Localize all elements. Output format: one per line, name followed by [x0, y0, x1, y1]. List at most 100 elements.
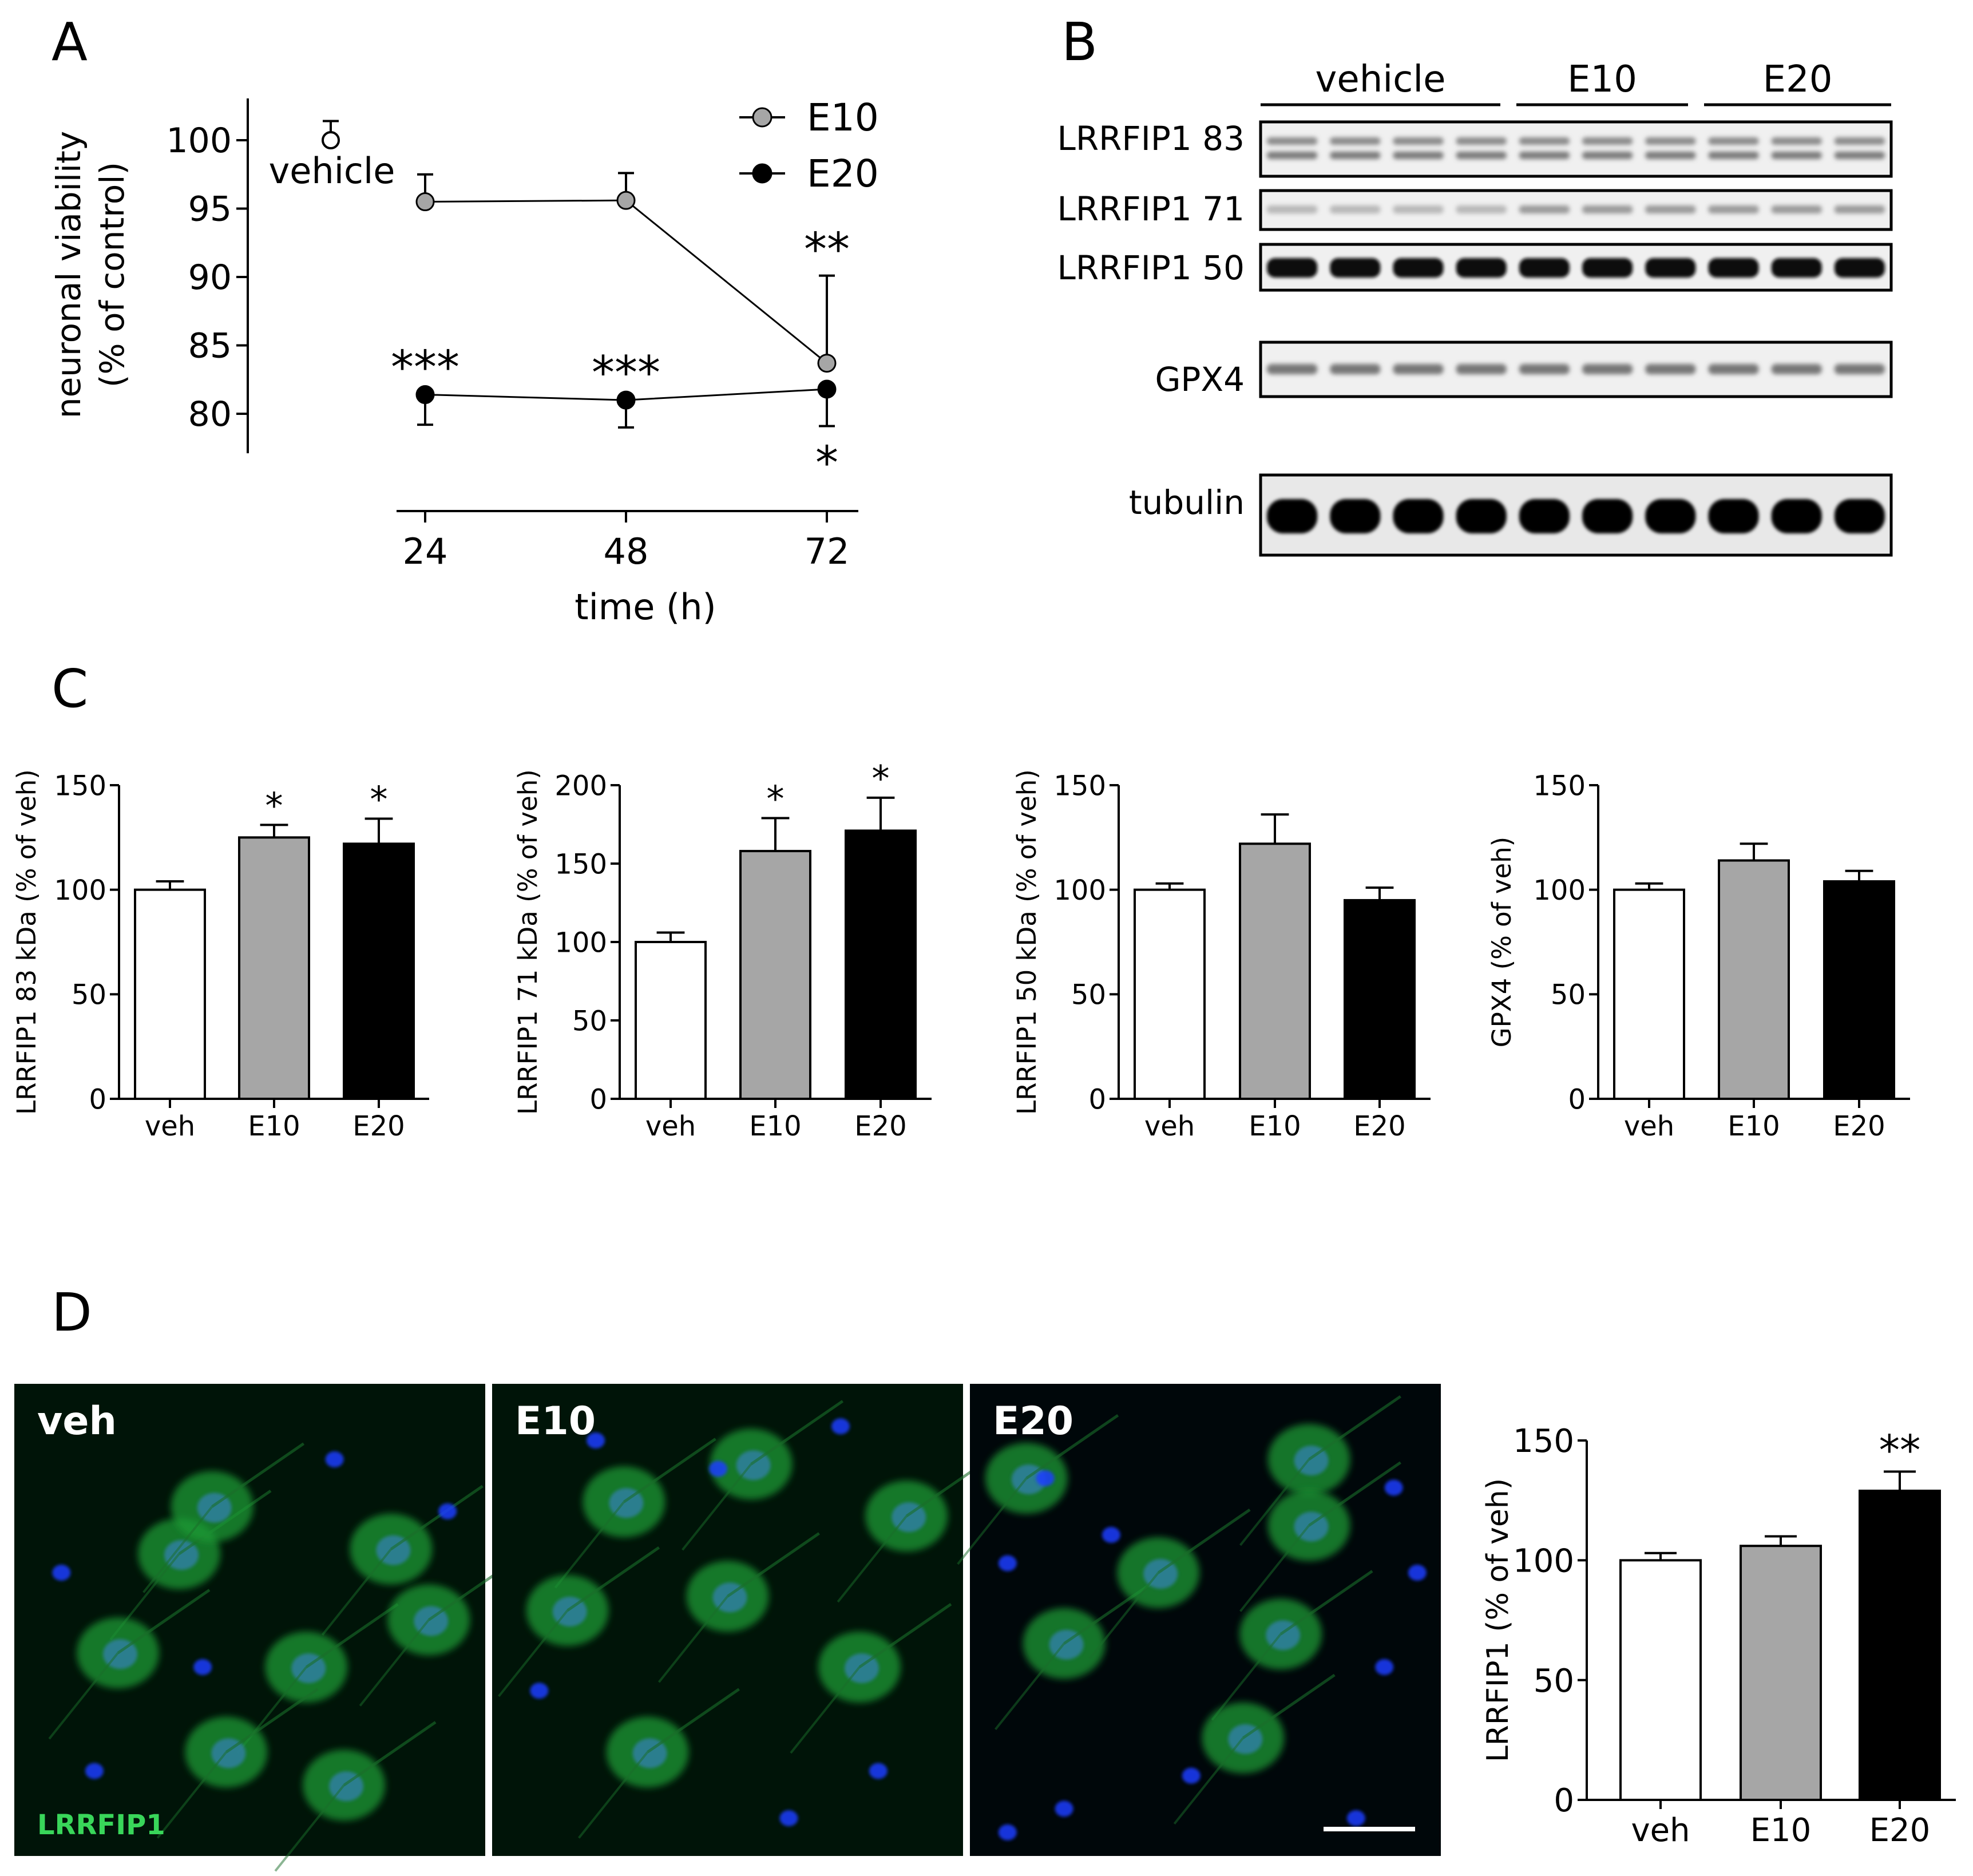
- nucleus-dapi: [1384, 1479, 1403, 1496]
- blot-band: [1519, 499, 1570, 533]
- blot-band: [1771, 258, 1822, 278]
- neurite: [1025, 1414, 1119, 1480]
- blot-band: [1330, 499, 1381, 533]
- blot-band: [1456, 152, 1507, 159]
- blot-band: [1267, 152, 1318, 159]
- panel-letter-a: A: [51, 11, 88, 73]
- x-tick-label: E10: [749, 1110, 801, 1142]
- significance-marker: *: [265, 785, 283, 826]
- panel-letter-b: B: [1061, 11, 1098, 73]
- blot-band: [1330, 258, 1381, 278]
- lrrfip1-50-bar-chart: 0 50 100 150 veh E10 E20 LRRFIP1 50 kDa (% of v…: [1012, 769, 1431, 1142]
- blot-band: [1519, 205, 1570, 213]
- blot-band: [1393, 364, 1444, 374]
- viability-y-axis-label-line1: neuronal viability: [49, 131, 88, 418]
- neurite: [623, 1438, 716, 1503]
- viability-marks: ***** ****: [322, 120, 850, 490]
- blot-band: [1771, 499, 1822, 533]
- blot-band: [1834, 364, 1885, 374]
- neurite: [1088, 1572, 1159, 1660]
- bar-e10: [1740, 1545, 1822, 1802]
- nucleus-dapi: [869, 1763, 888, 1779]
- neurite: [274, 1784, 345, 1872]
- viability-y-tick-label: 90: [188, 258, 232, 298]
- bar-veh: [1613, 888, 1685, 1100]
- blot-band: [1834, 137, 1885, 145]
- y-tick-label: 150: [554, 848, 607, 880]
- blot-band: [1771, 364, 1822, 374]
- nucleus-dapi: [1055, 1800, 1073, 1817]
- blot-band: [1330, 364, 1381, 374]
- bar-veh: [134, 888, 206, 1100]
- blot-band: [1519, 152, 1570, 159]
- nucleus-dapi: [85, 1763, 104, 1779]
- significance-marker: *: [370, 778, 387, 820]
- viability-x-tick-label: 48: [604, 531, 649, 572]
- y-axis-label: LRRFIP1 (% of veh): [1481, 1478, 1515, 1762]
- blot-band: [1267, 499, 1318, 533]
- blot-band: [1393, 258, 1444, 278]
- panel-letter-c: C: [51, 658, 88, 719]
- y-tick-label: 0: [1554, 1782, 1574, 1819]
- bar-veh: [1619, 1559, 1702, 1801]
- blot-band: [1582, 499, 1633, 533]
- blot-band: [1582, 137, 1633, 145]
- neurite: [790, 1666, 861, 1754]
- x-tick-label: E20: [1353, 1110, 1405, 1142]
- bar-e20: [1859, 1489, 1941, 1801]
- blot-band: [1771, 205, 1822, 213]
- blot-row-label: tubulin: [1129, 483, 1245, 522]
- viability-y-axis-label-line2: (% of control): [93, 162, 132, 387]
- y-tick-label: 50: [1071, 979, 1106, 1011]
- y-tick-label: 100: [1513, 1542, 1574, 1580]
- micrograph-label: veh: [37, 1399, 117, 1444]
- x-tick-label: veh: [1144, 1110, 1195, 1142]
- blot-band: [1519, 137, 1570, 145]
- y-tick-label: 50: [1551, 979, 1586, 1011]
- micrograph-panels: veh LRRFIP1 E10 E20: [14, 1384, 1441, 1872]
- neurite: [1157, 1508, 1251, 1574]
- y-tick-label: 0: [1088, 1083, 1106, 1115]
- nucleus-dapi: [831, 1418, 850, 1435]
- y-axis-label: LRRFIP1 71 kDa (% of veh): [513, 769, 543, 1115]
- x-tick-label: E20: [1869, 1812, 1931, 1849]
- bar-e10: [739, 850, 811, 1100]
- blot-band: [1330, 152, 1381, 159]
- nucleus-dapi: [1408, 1565, 1427, 1581]
- e20-data-point: [415, 385, 435, 405]
- e20-data-point: [817, 379, 837, 399]
- blot-band: [1645, 205, 1696, 213]
- blot-band: [1267, 205, 1318, 213]
- panel-letter-d: D: [51, 1282, 92, 1343]
- bar-e10: [238, 836, 310, 1101]
- micrograph-e20: E20: [957, 1384, 1441, 1856]
- blot-band: [1267, 258, 1318, 278]
- y-tick-label: 0: [1568, 1083, 1586, 1115]
- neurite: [1242, 1673, 1336, 1739]
- blot-band: [1834, 152, 1885, 159]
- viability-y-tick-label: 80: [188, 394, 232, 434]
- blot-band: [1708, 499, 1759, 533]
- blot-band: [1645, 137, 1696, 145]
- blot-band: [1582, 364, 1633, 374]
- micrograph-label: E10: [515, 1399, 596, 1444]
- nucleus-dapi: [438, 1503, 457, 1519]
- viability-y-tick-label: 95: [188, 189, 232, 229]
- e10-data-point: [415, 192, 435, 212]
- neurite: [554, 1501, 625, 1589]
- y-tick-label: 150: [1053, 770, 1106, 802]
- bar-e20: [845, 829, 917, 1100]
- blot-band: [1330, 205, 1381, 213]
- micrograph-label: E20: [993, 1399, 1073, 1444]
- significance-marker: *: [871, 758, 889, 800]
- viability-y-tick-label: 85: [188, 326, 232, 366]
- viability-x-axis-label: time (h): [575, 586, 716, 628]
- y-tick-label: 150: [1513, 1423, 1574, 1460]
- neurite: [995, 1643, 1065, 1730]
- nucleus-dapi: [1375, 1659, 1394, 1675]
- bar-e20: [343, 842, 415, 1100]
- blot-band: [1456, 364, 1507, 374]
- nucleus-dapi: [52, 1565, 71, 1581]
- nucleus-dapi: [709, 1461, 728, 1477]
- significance-marker: **: [804, 223, 850, 276]
